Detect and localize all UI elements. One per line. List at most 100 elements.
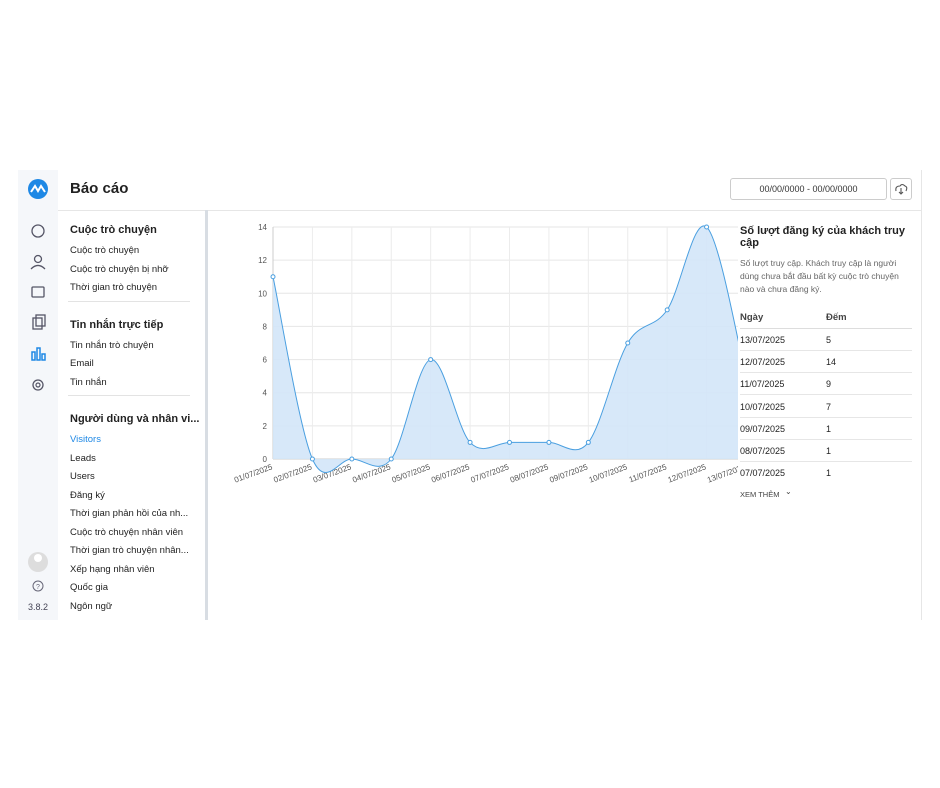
nav-section-title: Cuộc trò chuyện: [70, 224, 157, 236]
x-tick-label: 08/07/2025: [509, 462, 550, 484]
y-tick-label: 14: [258, 223, 267, 232]
table-cell: 13/07/2025: [740, 335, 786, 345]
report-icon[interactable]: [31, 347, 46, 361]
x-tick-label: 10/07/2025: [588, 462, 629, 484]
table-cell: 7: [826, 401, 832, 412]
y-tick-label: 0: [263, 455, 268, 464]
rail-icons: ? 3.8.2: [28, 179, 48, 612]
point: [428, 357, 434, 363]
point: [309, 456, 315, 462]
nav-section-title: Tin nhắn trực tiếp: [70, 318, 164, 331]
nav-divider: [68, 300, 190, 302]
svg-text:?: ?: [36, 584, 40, 591]
panel-description: Số lượt truy cập. Khách truy cập là ngườ…: [740, 258, 899, 294]
nav-item[interactable]: Thời gian phản hồi của nh...: [70, 508, 189, 519]
x-tick-label: 09/07/2025: [548, 462, 589, 484]
table-divider: [740, 461, 912, 462]
nav-item[interactable]: Cuộc trò chuyện: [70, 245, 140, 256]
table-divider: [740, 328, 912, 329]
point: [270, 274, 276, 280]
help-icon[interactable]: [32, 580, 44, 592]
nav-item[interactable]: Tin nhắn trò chuyện: [70, 339, 154, 351]
x-tick-label: 07/07/2025: [469, 462, 510, 484]
see-more-chevron: ⌄: [785, 487, 792, 496]
table-header: Ngày: [740, 312, 764, 323]
report-nav: Cuộc trò chuyện Cuộc trò chuyện Cuộc trò c…: [58, 210, 208, 620]
nav-item[interactable]: Leads: [70, 452, 96, 464]
table-cell: 12/07/2025: [740, 357, 786, 368]
nav-item[interactable]: Xếp hạng nhân viên: [70, 563, 155, 575]
x-tick-label: 13/07/2025: [706, 462, 738, 484]
x-tick-label: 01/07/2025: [233, 462, 274, 484]
page-title: Báo cáo: [70, 180, 129, 197]
table-cell: 1: [826, 423, 832, 434]
y-tick-label: 10: [258, 289, 267, 298]
table-cell: 07/07/2025: [740, 468, 786, 479]
table-cell: 08/07/2025: [740, 446, 786, 456]
panel-title: Số lượt đăng ký của khách truy cập: [740, 225, 905, 249]
x-tick-label: 06/07/2025: [430, 462, 471, 484]
nav-section-title: Người dùng và nhân vi...: [70, 413, 200, 425]
point: [388, 456, 394, 462]
nav-item[interactable]: Cuộc trò chuyện nhân viên: [70, 526, 184, 538]
settings-icon[interactable]: [32, 379, 44, 391]
table-cell: 14: [826, 357, 837, 368]
see-more[interactable]: XEM THÊM: [740, 490, 780, 499]
nav-item[interactable]: Thời gian trò chuyện: [70, 282, 158, 293]
table-cell: 11/07/2025: [740, 379, 785, 390]
nav-item[interactable]: Email: [70, 358, 94, 369]
point: [507, 439, 512, 445]
nav-item[interactable]: Quốc gia: [70, 582, 109, 593]
y-tick-label: 6: [263, 356, 268, 365]
table-cell: 1: [826, 468, 832, 479]
table-divider: [740, 372, 912, 374]
docs-icon[interactable]: [32, 317, 43, 330]
point: [664, 307, 670, 313]
nav-item[interactable]: Cuộc trò chuyện bị nhỡ: [70, 263, 169, 275]
table-cell: 5: [826, 335, 832, 345]
table-cell: 10/07/2025: [740, 401, 786, 412]
chart: 0246810121401/07/202502/07/202503/07/202…: [233, 223, 738, 485]
date-range[interactable]: 00/00/0000 - 00/00/0000: [730, 178, 887, 200]
nav-divider: [68, 395, 190, 396]
point: [349, 456, 355, 462]
message-icon[interactable]: [31, 286, 45, 298]
nav-item[interactable]: Users: [70, 471, 95, 482]
nav-item[interactable]: Các trình duyệt: [70, 619, 134, 620]
y-tick-label: 8: [263, 322, 268, 331]
table-divider: [740, 350, 912, 351]
y-tick-label: 12: [258, 256, 267, 265]
topbar: Báo cáo 00/00/0000 - 00/00/0000: [58, 170, 921, 211]
nav-item[interactable]: Tin nhắn: [70, 376, 107, 388]
user-icon[interactable]: [33, 254, 43, 264]
point: [546, 439, 552, 445]
x-tick-label: 11/07/2025: [628, 462, 669, 484]
x-tick-label: 05/07/2025: [391, 462, 432, 484]
table-header: Đếm: [826, 312, 847, 323]
table-cell: 09/07/2025: [740, 423, 786, 434]
table-cell: 1: [826, 446, 832, 456]
y-tick-label: 4: [263, 389, 268, 398]
x-tick-label: 12/07/2025: [667, 462, 708, 484]
table-divider: [740, 394, 912, 396]
x-tick-label: 02/07/2025: [272, 462, 313, 484]
download-button[interactable]: [890, 178, 912, 200]
nav-item[interactable]: Ngôn ngữ: [70, 600, 113, 612]
point: [625, 340, 631, 346]
table-divider: [740, 416, 912, 418]
area-fill: [273, 226, 738, 473]
logo[interactable]: [28, 179, 48, 199]
y-tick-label: 2: [263, 422, 268, 431]
version: 3.8.2: [28, 602, 48, 612]
table-divider: [740, 438, 912, 440]
icon-rail: ? 3.8.2: [18, 170, 58, 620]
nav-item[interactable]: Thời gian trò chuyện nhân...: [70, 545, 189, 556]
table-cell: 9: [826, 379, 832, 390]
chat-icon[interactable]: [31, 224, 45, 238]
nav-item[interactable]: Visitors: [70, 434, 101, 445]
stats-panel: Số lượt đăng ký của khách truy cập Số lượ…: [740, 211, 912, 511]
point: [704, 224, 710, 230]
nav-item[interactable]: Đăng ký: [70, 489, 105, 501]
app: ? 3.8.2 Báo cáo 00/00/0000 - 00/00/0000 …: [18, 170, 922, 620]
